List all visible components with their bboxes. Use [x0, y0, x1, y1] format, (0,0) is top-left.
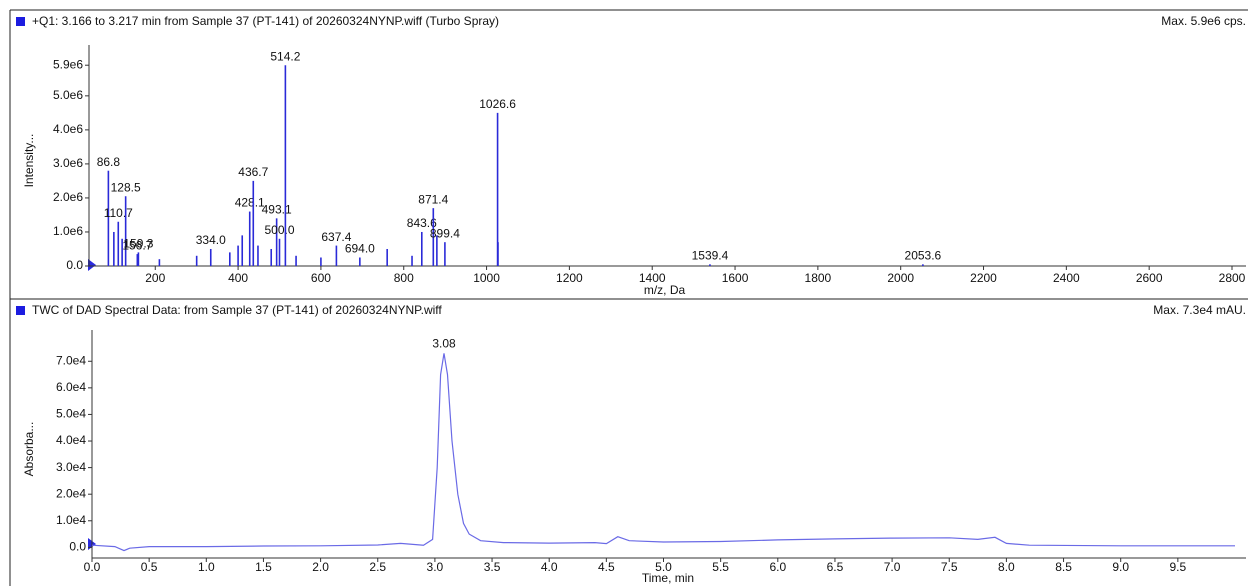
- peak-label: 3.08: [432, 336, 456, 350]
- peak-label: 334.0: [196, 233, 226, 247]
- y-tick-label: 0.0: [69, 540, 86, 554]
- x-tick-label: 600: [311, 271, 331, 285]
- peak-label: 428.1: [235, 196, 265, 210]
- x-tick-label: 1600: [722, 271, 749, 285]
- peak-label: 493.1: [262, 203, 292, 217]
- peak-label: 514.2: [270, 49, 300, 63]
- x-tick-label: 2.5: [369, 560, 386, 574]
- x-tick-label: 0.5: [141, 560, 158, 574]
- x-tick-label: 4.5: [598, 560, 615, 574]
- trace-icon: [16, 306, 25, 315]
- y-tick-label: 5.9e6: [53, 57, 83, 71]
- y-tick-label: 6.0e4: [56, 380, 86, 394]
- x-tick-label: 7.0: [884, 560, 901, 574]
- y-tick-label: 3.0e6: [53, 156, 83, 170]
- x-tick-label: 1.0: [198, 560, 215, 574]
- max-label: Max. 5.9e6 cps.: [1161, 14, 1246, 28]
- x-tick-label: 5.0: [655, 560, 672, 574]
- peak-label: 871.4: [418, 192, 448, 206]
- x-tick-label: 800: [394, 271, 414, 285]
- x-tick-label: 200: [145, 271, 165, 285]
- x-tick-label: 1000: [473, 271, 500, 285]
- x-tick-label: 4.0: [541, 560, 558, 574]
- y-tick-label: 1.0e6: [53, 224, 83, 238]
- peak-label: 1539.4: [692, 248, 729, 262]
- x-tick-label: 6.5: [827, 560, 844, 574]
- y-tick-label: 7.0e4: [56, 353, 86, 367]
- x-tick-label: 3.5: [484, 560, 501, 574]
- x-tick-label: 2800: [1219, 271, 1246, 285]
- peak-label: 694.0: [345, 242, 375, 256]
- x-tick-label: 1800: [805, 271, 832, 285]
- y-tick-label: 2.0e4: [56, 486, 86, 500]
- x-tick-label: 1.5: [255, 560, 272, 574]
- y-tick-label: 5.0e6: [53, 88, 83, 102]
- y-tick-label: 4.0e6: [53, 122, 83, 136]
- peak-label: 128.5: [111, 180, 141, 194]
- peak-label: 2053.6: [905, 248, 942, 262]
- x-tick-label: 9.5: [1170, 560, 1187, 574]
- peak-label: 159.3: [123, 237, 153, 251]
- x-tick-label: 5.5: [712, 560, 729, 574]
- y-tick-label: 1.0e4: [56, 513, 86, 527]
- peak-label: 1026.6: [479, 97, 516, 111]
- x-tick-label: 8.0: [998, 560, 1015, 574]
- x-tick-label: 2600: [1136, 271, 1163, 285]
- x-tick-label: 400: [228, 271, 248, 285]
- y-axis-label: Absorba...: [22, 422, 36, 477]
- peak-label: 899.4: [430, 226, 460, 240]
- x-tick-label: 2000: [887, 271, 914, 285]
- y-tick-label: 5.0e4: [56, 407, 86, 421]
- trace-icon: [16, 17, 25, 26]
- peak-label: 110.7: [104, 206, 133, 220]
- x-tick-label: 9.0: [1112, 560, 1129, 574]
- peak-label: 86.8: [97, 155, 121, 169]
- x-tick-label: 7.5: [941, 560, 958, 574]
- x-tick-label: 2.0: [312, 560, 329, 574]
- baseline-marker: [88, 259, 96, 271]
- peak-label: 500.0: [264, 223, 294, 237]
- x-axis-label: Time, min: [642, 571, 694, 585]
- y-tick-label: 0.0: [66, 258, 83, 272]
- max-label: Max. 7.3e4 mAU.: [1153, 303, 1246, 317]
- chromatogram-line: [91, 353, 1235, 552]
- x-tick-label: 0.0: [84, 560, 101, 574]
- x-tick-label: 1200: [556, 271, 583, 285]
- y-tick-label: 4.0e4: [56, 433, 86, 447]
- peak-label: 436.7: [238, 165, 268, 179]
- trace-title: TWC of DAD Spectral Data: from Sample 37…: [32, 303, 442, 317]
- x-tick-label: 2400: [1053, 271, 1080, 285]
- peak-label: 156.7: [122, 238, 152, 252]
- peak-label: 843.6: [407, 216, 437, 230]
- x-tick-label: 8.5: [1055, 560, 1072, 574]
- trace-title: +Q1: 3.166 to 3.217 min from Sample 37 (…: [32, 14, 499, 28]
- x-tick-label: 3.0: [427, 560, 444, 574]
- x-tick-label: 6.0: [769, 560, 786, 574]
- peak-label: 637.4: [321, 230, 351, 244]
- x-tick-label: 2200: [970, 271, 997, 285]
- x-axis-label: m/z, Da: [644, 283, 686, 297]
- y-axis-label: Intensity...: [22, 134, 36, 188]
- y-tick-label: 3.0e4: [56, 460, 86, 474]
- x-tick-label: 1400: [639, 271, 666, 285]
- y-tick-label: 2.0e6: [53, 190, 83, 204]
